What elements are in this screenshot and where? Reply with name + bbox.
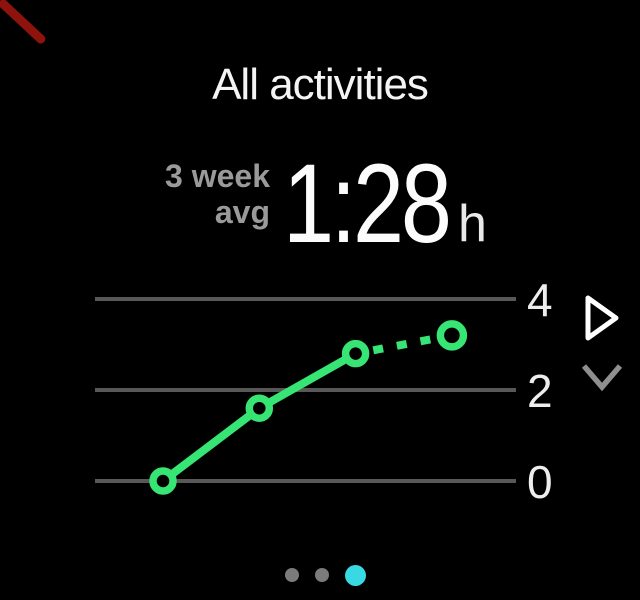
series-point xyxy=(341,339,370,368)
y-tick-label: 0 xyxy=(527,456,553,508)
metric-label-line1: 3 week xyxy=(165,158,270,194)
page-title: All activities xyxy=(212,60,429,109)
page-dot[interactable] xyxy=(314,568,329,582)
series-point xyxy=(245,394,274,422)
metric-label-line2: avg xyxy=(214,194,270,230)
metric-unit: h xyxy=(458,195,487,253)
series-line-dashed xyxy=(354,331,453,358)
metric-label: 3 week avg xyxy=(60,158,270,230)
series-point xyxy=(436,320,468,351)
page-dot-active[interactable] xyxy=(344,564,366,586)
y-tick-label: 4 xyxy=(527,274,553,326)
page-indicator xyxy=(5,564,640,586)
series-point xyxy=(149,467,177,495)
chevron-down-icon[interactable] xyxy=(578,358,626,394)
page-dot[interactable] xyxy=(284,568,299,582)
play-arrow-icon[interactable] xyxy=(580,290,625,345)
metric-value: 1:28 xyxy=(283,141,452,266)
y-tick-label: 2 xyxy=(527,365,553,417)
